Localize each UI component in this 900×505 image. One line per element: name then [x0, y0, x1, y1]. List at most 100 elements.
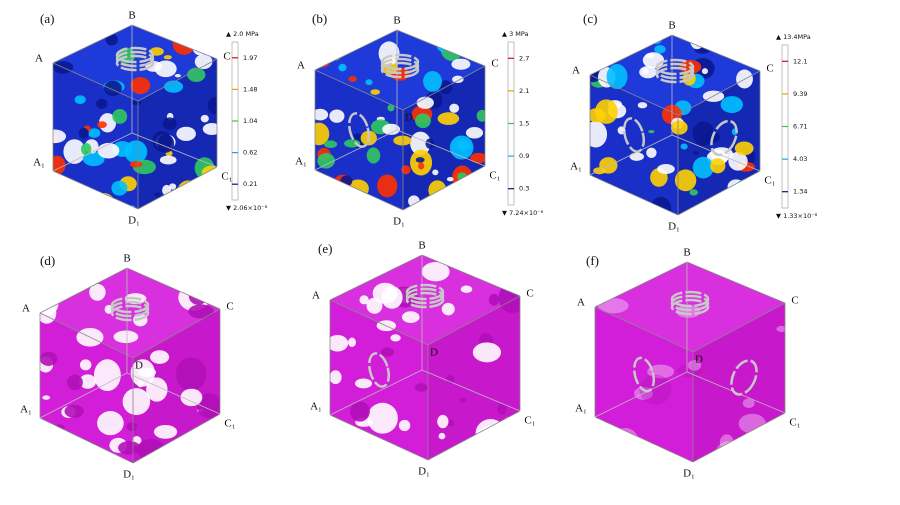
pattern-blob — [176, 126, 196, 141]
panel-label: (a) — [40, 11, 54, 26]
pattern-blob — [103, 80, 122, 97]
ring — [633, 356, 655, 393]
pattern-blob — [174, 73, 181, 78]
cube-edge — [329, 414, 429, 461]
vertex-label: C — [526, 288, 533, 300]
cube-edge — [421, 369, 521, 412]
pattern-blob — [207, 96, 217, 115]
pattern-blob — [96, 98, 108, 109]
vertex-label: D₁ — [123, 469, 135, 481]
ring — [670, 290, 710, 308]
pattern-blob — [347, 337, 356, 348]
cube-edge — [39, 312, 134, 359]
vertex-label: B — [418, 240, 425, 252]
vertex-label: B — [128, 10, 135, 22]
pattern-blob — [159, 155, 177, 165]
pattern-blob — [315, 108, 329, 121]
pattern-blob — [452, 75, 464, 84]
cube — [40, 268, 220, 463]
pattern-blob — [80, 142, 92, 156]
pattern-blob — [629, 152, 644, 161]
pattern-blob — [202, 123, 217, 135]
pattern-blob — [594, 99, 618, 124]
cube-edge — [126, 372, 221, 415]
ring — [655, 58, 695, 76]
pattern-blob — [460, 285, 473, 293]
ring — [710, 119, 738, 157]
colorbar-tick-label: 9.39 — [793, 90, 807, 98]
pattern-blob — [354, 378, 373, 389]
vertex-label: C — [766, 63, 773, 75]
ring — [110, 300, 150, 318]
vertex-label: A — [572, 65, 580, 77]
pattern-blob — [187, 67, 206, 82]
cube-edge — [314, 169, 404, 211]
pattern-blob — [169, 183, 177, 190]
pattern-blob — [74, 95, 86, 105]
pattern-blob — [648, 130, 655, 134]
cube-right — [693, 303, 785, 462]
cube-edge — [589, 134, 673, 176]
pattern-blob — [338, 63, 347, 72]
pattern-blob — [720, 96, 743, 114]
panel-label: (c) — [583, 11, 597, 26]
pattern-blob — [674, 169, 697, 192]
pattern-blob — [97, 121, 107, 129]
pattern-blob — [365, 79, 373, 86]
vertex-label: A₁ — [570, 161, 582, 173]
cube-edge — [677, 70, 761, 116]
cube-edge — [589, 34, 673, 76]
pattern-blob — [432, 169, 439, 176]
pattern-blob — [323, 140, 338, 148]
pattern-blob — [79, 374, 97, 389]
cube-edge — [39, 372, 128, 419]
pattern-blob — [188, 304, 214, 319]
pattern-blob — [670, 120, 688, 135]
pattern-blob — [53, 155, 66, 175]
pattern-blob — [382, 123, 401, 135]
pattern-blob — [42, 395, 51, 400]
pattern-blob — [122, 388, 151, 416]
pattern-blob — [497, 403, 507, 415]
colorbar-tick-label: 2.7 — [519, 54, 529, 62]
vertex-label: A — [312, 290, 320, 302]
colorbar-tick-label: 2.1 — [519, 87, 529, 95]
colorbar-tick-label: 0.3 — [519, 185, 529, 193]
pattern-blob — [330, 334, 349, 352]
pattern-blob — [701, 68, 709, 75]
ring — [405, 287, 445, 305]
ring — [380, 53, 420, 71]
vertex-label: C₁ — [524, 415, 535, 427]
cube-edge — [594, 261, 688, 308]
pattern-blob — [130, 359, 155, 387]
vertex-label: A₁ — [310, 401, 322, 413]
ring — [405, 291, 445, 309]
colorbar-tick-label: 0.9 — [519, 152, 529, 160]
colorbar-tick-label: 1.34 — [793, 188, 807, 196]
panel-label: (e) — [318, 241, 332, 256]
pattern-blob — [67, 374, 83, 391]
cube-edge — [677, 170, 761, 216]
colorbar-tick-label: 1.5 — [519, 120, 529, 128]
pattern-blob — [776, 325, 785, 333]
pattern-blob — [441, 302, 455, 316]
colorbar-min: ▼ 7.24×10⁻⁸ — [502, 209, 544, 217]
cube-edge — [329, 369, 423, 416]
pattern-blob — [421, 262, 450, 282]
pattern-blob — [449, 103, 460, 113]
pattern-blob — [465, 127, 484, 139]
colorbar-tick-label: 1.97 — [243, 54, 257, 62]
pattern-blob — [163, 80, 184, 93]
pattern-blob — [126, 422, 138, 432]
vertex-label: C — [226, 301, 233, 313]
colorbar-max: ▲ 2.0 MPa — [226, 30, 259, 38]
pattern-blob — [437, 414, 449, 429]
pattern-blob — [40, 351, 58, 366]
pattern-blob — [348, 75, 357, 83]
vertex-label: B — [668, 20, 675, 32]
pattern-blob — [680, 143, 688, 150]
pattern-blob — [315, 122, 330, 146]
cube-edge — [692, 302, 786, 353]
pattern-blob — [53, 129, 67, 144]
vertex-label: C₁ — [789, 417, 800, 429]
